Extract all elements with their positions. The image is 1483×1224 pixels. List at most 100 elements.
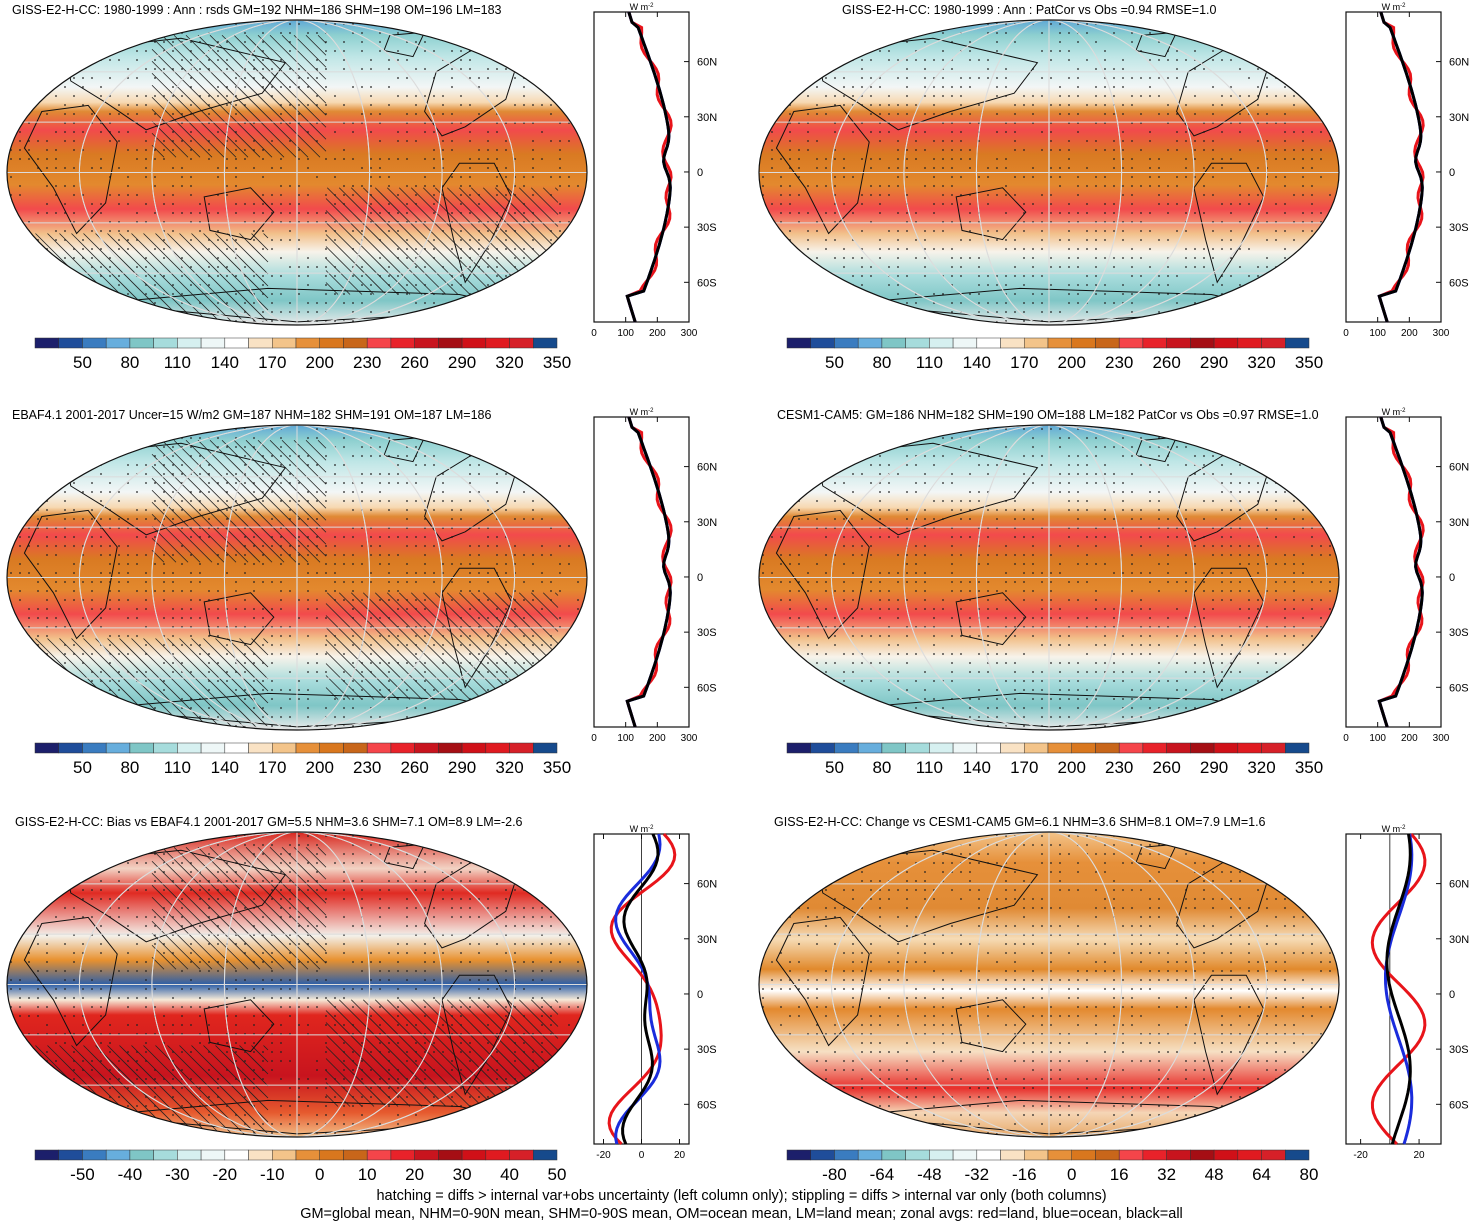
colorbar-tick-label: 230 [353,353,381,372]
colorbar-tick-label: 50 [73,758,92,777]
colorbar-swatch [1048,743,1072,753]
colorbar-swatch [858,1150,882,1160]
colorbar-swatch [906,1150,930,1160]
colorbar-swatch [929,743,953,753]
colorbar-swatch [272,743,296,753]
colorbar-swatch [486,743,510,753]
colorbar-swatch [462,1150,486,1160]
colorbar-swatch [1024,1150,1048,1160]
colorbar-swatch [177,743,201,753]
colorbar-tick-label: 260 [400,758,428,777]
colorbar-tick-label: -10 [260,1165,285,1184]
colorbar-tick-label: 200 [306,758,334,777]
colorbar-swatch [106,338,130,348]
colorbar-swatch [438,1150,462,1160]
zonal-lat-label: 60S [697,682,717,694]
colorbar-swatch [462,743,486,753]
colorbar-swatch [787,743,811,753]
zonal-lat-label: 60N [1449,879,1469,891]
colorbar-swatch [882,338,906,348]
colorbar-swatch [320,338,344,348]
colorbar-swatch [249,338,273,348]
colorbar-swatch [906,743,930,753]
colorbar-swatch [1072,338,1096,348]
zonal-unit-label: W m-2 [630,407,654,417]
colorbar-tick-label: -40 [118,1165,143,1184]
zonal-x-tick-label: 100 [617,328,634,339]
colorbar-swatch [811,1150,835,1160]
colorbar-swatch [1095,338,1119,348]
colorbar-swatch [1285,1150,1309,1160]
colorbar-tick-label: 200 [1058,353,1086,372]
zonal-lat-label: 0 [1449,572,1455,584]
zonal-lat-label: 60N [697,879,717,891]
colorbar-tick-label: 50 [548,1165,567,1184]
zonal-lat-label: 60S [1449,682,1469,694]
colorbar-swatch [1190,1150,1214,1160]
colorbar-tick-label: 80 [872,758,891,777]
zonal-lat-label: 30S [697,222,717,234]
zonal-lat-label: 30S [697,627,717,639]
colorbar-swatch [858,743,882,753]
zonal-lat-label: 60S [1449,277,1469,289]
colorbar-tick-label: -80 [822,1165,847,1184]
colorbar-tick-label: 350 [1295,353,1323,372]
map-field [7,425,587,730]
colorbar-tick-label: 170 [258,758,286,777]
colorbar-tick-label: 260 [1152,758,1180,777]
colorbar-swatch [35,1150,59,1160]
zonal-x-tick-label: -20 [596,1150,611,1161]
colorbar-swatch [343,338,367,348]
colorbar-tick-label: 80 [1300,1165,1319,1184]
footer-legend-note: GM=global mean, NHM=0-90N mean, SHM=0-90… [0,1205,1483,1224]
colorbar-swatch [1190,338,1214,348]
colorbar-swatch [35,743,59,753]
colorbar-tick-label: 40 [500,1165,519,1184]
colorbar-tick-label: 320 [495,758,523,777]
colorbar-swatch [438,743,462,753]
colorbar-swatch [486,1150,510,1160]
zonal-x-tick-label: 300 [1433,733,1450,744]
zonal-lat-label: 0 [697,167,703,179]
colorbar-swatch [225,1150,249,1160]
colorbar-swatch [1119,338,1143,348]
zonal-lat-label: 60N [1449,57,1469,69]
zonal-lat-label: 60S [697,277,717,289]
colorbar-tick-label: 230 [1105,758,1133,777]
colorbar-swatch [415,743,439,753]
zonal-lat-label: 60S [697,1099,717,1111]
colorbar-swatch [1285,743,1309,753]
colorbar-swatch [1072,743,1096,753]
colorbar-tick-label: 10 [358,1165,377,1184]
colorbar-swatch [1095,743,1119,753]
colorbar-swatch [82,1150,106,1160]
colorbar-swatch [249,743,273,753]
colorbar-tick-label: 110 [164,758,191,777]
colorbar-swatch [177,338,201,348]
colorbar-swatch [977,1150,1001,1160]
colorbar-swatch [1262,1150,1286,1160]
colorbar-tick-label: 80 [120,758,139,777]
colorbar-swatch [533,338,557,348]
colorbar-swatch [1262,743,1286,753]
colorbar-tick-label: 290 [1200,758,1228,777]
zonal-unit-label: W m-2 [1382,2,1406,12]
zonal-x-tick-label: 20 [674,1150,686,1161]
zonal-x-tick-label: 300 [681,328,698,339]
colorbar-swatch [1214,743,1238,753]
colorbar-swatch [1001,338,1025,348]
colorbar-tick-label: 110 [164,353,191,372]
colorbar-swatch [59,338,83,348]
zonal-unit-label: W m-2 [630,2,654,12]
colorbar-swatch [296,338,320,348]
zonal-lat-label: 30N [1449,112,1469,124]
zonal-frame [1346,12,1441,322]
colorbar-tick-label: 140 [963,758,991,777]
colorbar-swatch [201,1150,225,1160]
zonal-lat-label: 60S [1449,1099,1469,1111]
